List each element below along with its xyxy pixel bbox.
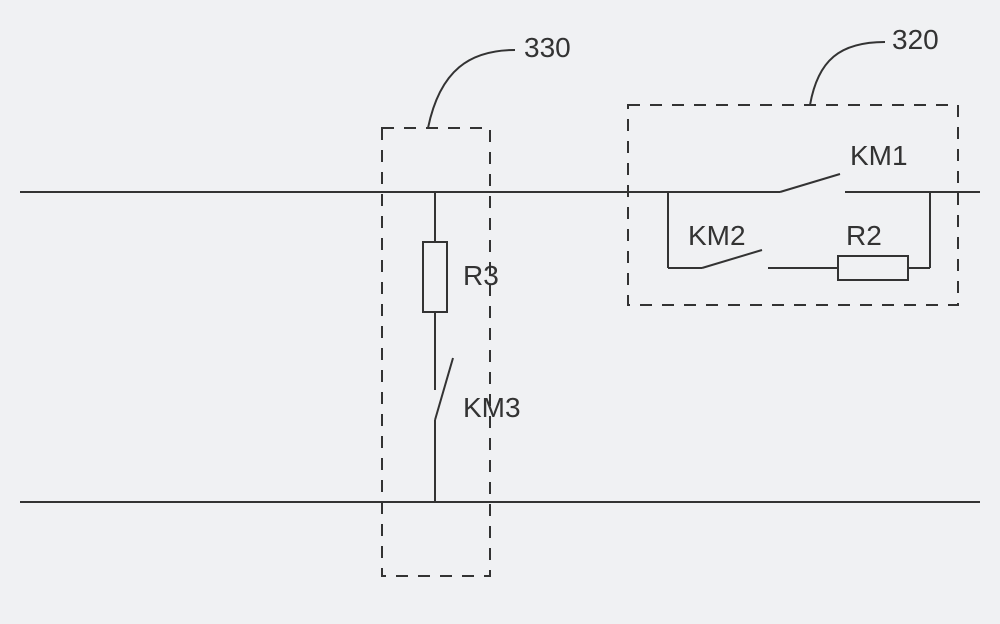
label-r2: R2 — [846, 220, 882, 252]
label-km3: KM3 — [463, 392, 521, 424]
block-330-leader — [428, 50, 515, 128]
label-km2: KM2 — [688, 220, 746, 252]
label-r3: R3 — [463, 260, 499, 292]
km1-switch-arm — [780, 174, 840, 192]
label-320: 320 — [892, 24, 939, 56]
r3-resistor — [423, 242, 447, 312]
label-km1: KM1 — [850, 140, 908, 172]
km3-switch-arm — [435, 358, 453, 420]
block-320-leader — [810, 42, 885, 105]
circuit-diagram — [0, 0, 1000, 624]
r2-resistor — [838, 256, 908, 280]
label-330: 330 — [524, 32, 571, 64]
km2-switch-arm — [702, 250, 762, 268]
